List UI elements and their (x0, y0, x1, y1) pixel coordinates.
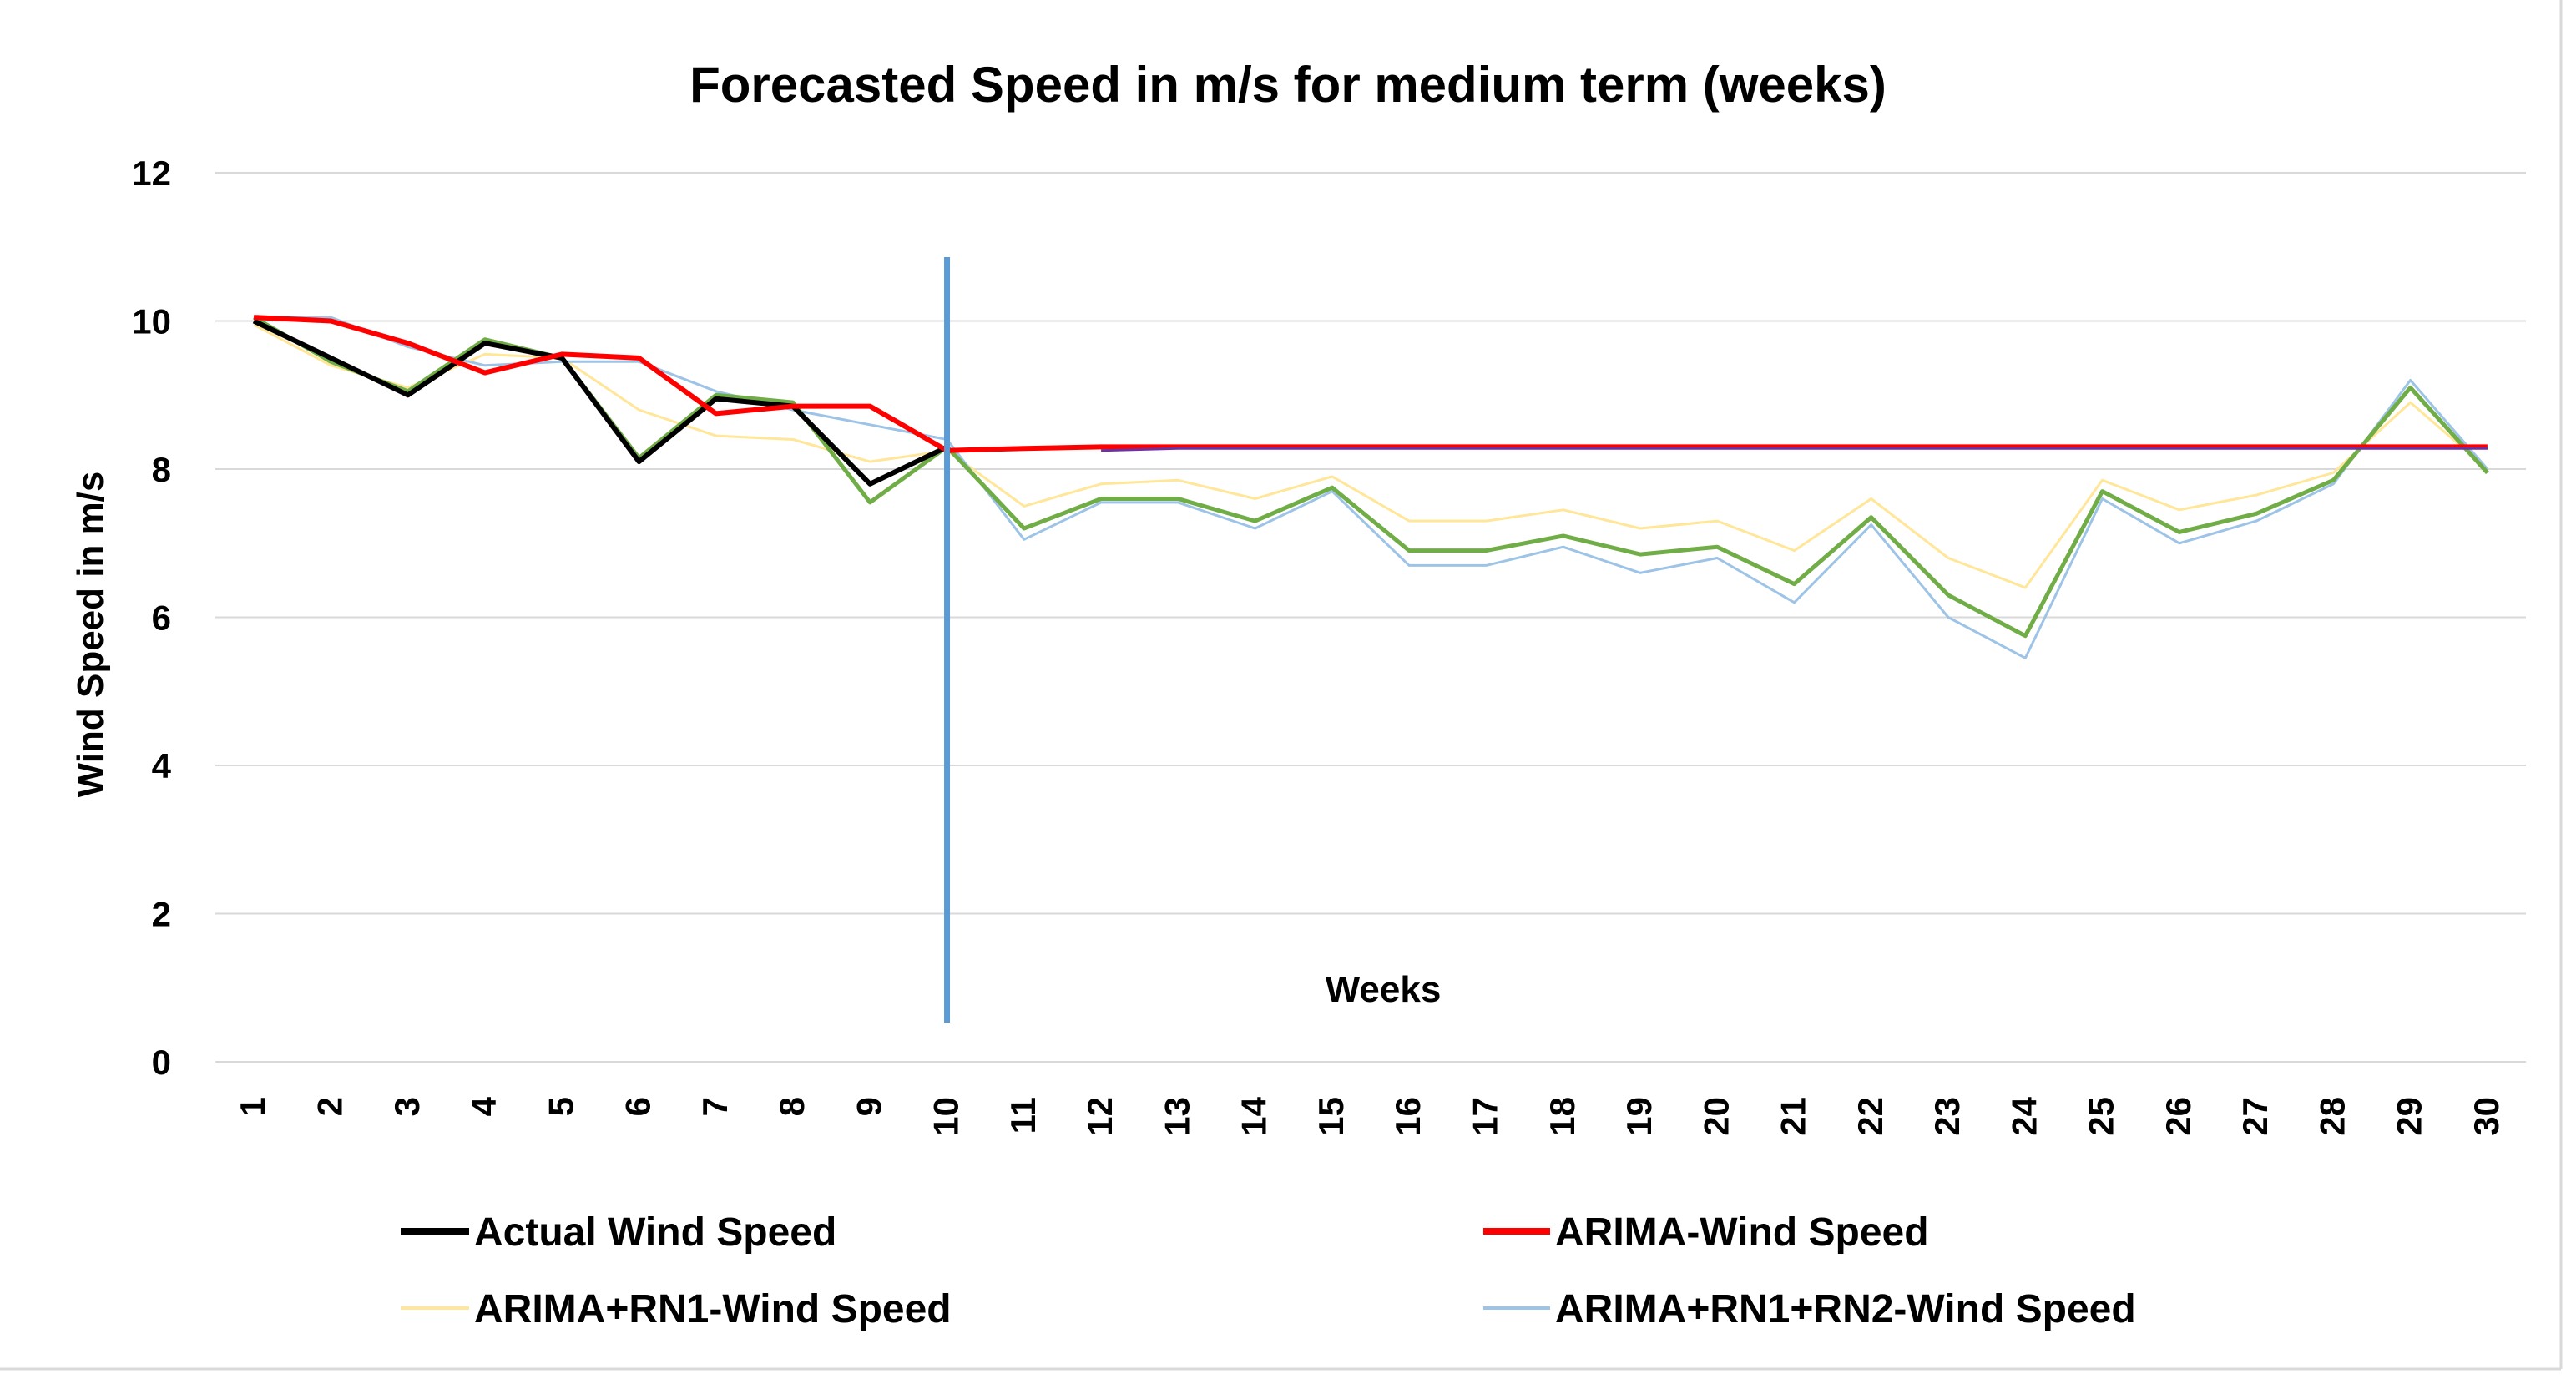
x-tick-label: 21 (1774, 1097, 1813, 1136)
x-tick-label: 18 (1543, 1097, 1582, 1136)
series-line-arima-rn1-rn2-wind-speed (254, 316, 2489, 659)
x-tick-label: 19 (1619, 1097, 1659, 1136)
x-tick-label: 7 (695, 1097, 735, 1116)
x-tick-label: 8 (772, 1097, 811, 1116)
legend-label: ARIMA+RN1-Wind Speed (474, 1287, 952, 1331)
y-axis-ticks: 0 2 4 6 8 10 12 (132, 154, 171, 1082)
y-tick-label: 10 (132, 302, 171, 341)
legend: Actual Wind Speed ARIMA-Wind Speed ARIMA+R… (401, 1210, 2136, 1331)
y-tick-label: 4 (152, 746, 172, 785)
x-axis-ticks: 1 2 3 4 5 6 7 8 9 10 11 12 13 14 15 16 17 18 19 20 21 22 23 24 2… (233, 1096, 2506, 1135)
x-tick-label: 11 (1003, 1097, 1043, 1134)
x-tick-label: 27 (2235, 1097, 2275, 1136)
x-tick-label: 3 (387, 1097, 427, 1116)
y-tick-label: 6 (152, 599, 171, 638)
chart-title: Forecasted Speed in m/s for medium term … (689, 57, 1887, 113)
x-tick-label: 15 (1311, 1097, 1351, 1136)
x-tick-label: 20 (1696, 1097, 1735, 1136)
y-tick-label: 2 (152, 895, 171, 934)
x-tick-label: 17 (1465, 1097, 1504, 1136)
y-axis-label: Wind Speed in m/s (70, 472, 111, 798)
y-tick-label: 12 (132, 154, 171, 193)
x-tick-label: 2 (310, 1097, 349, 1116)
x-tick-label: 25 (2082, 1097, 2121, 1136)
gridlines (215, 172, 2526, 1063)
x-tick-label: 29 (2390, 1097, 2429, 1136)
x-tick-label: 23 (1927, 1097, 1967, 1136)
series-lines (252, 315, 2489, 659)
series-line-purple-series (1101, 447, 2488, 452)
series-line-arima-wind-speed (253, 315, 2488, 453)
x-axis-label: Weeks (1326, 969, 1442, 1010)
x-tick-label: 1 (233, 1097, 272, 1116)
legend-label: Actual Wind Speed (474, 1210, 836, 1255)
y-tick-label: 8 (152, 450, 171, 489)
x-tick-label: 12 (1080, 1097, 1119, 1136)
x-tick-label: 10 (927, 1097, 966, 1136)
x-tick-label: 30 (2467, 1097, 2506, 1136)
x-tick-label: 6 (619, 1097, 658, 1116)
y-tick-label: 0 (152, 1043, 171, 1082)
x-tick-label: 14 (1235, 1096, 1274, 1135)
series-line-arima-rn1-wind-speed (253, 323, 2488, 589)
legend-label: ARIMA+RN1+RN2-Wind Speed (1555, 1287, 2136, 1331)
x-tick-label: 13 (1157, 1097, 1196, 1136)
series-line-actual-wind-speed (252, 318, 948, 487)
x-tick-label: 22 (1851, 1097, 1890, 1136)
x-tick-label: 28 (2312, 1097, 2351, 1136)
x-tick-label: 4 (464, 1096, 503, 1116)
x-tick-label: 24 (2004, 1096, 2043, 1135)
x-tick-label: 26 (2159, 1097, 2198, 1136)
x-tick-label: 9 (849, 1097, 888, 1116)
x-tick-label: 16 (1388, 1097, 1427, 1136)
legend-label: ARIMA-Wind Speed (1555, 1210, 1929, 1255)
x-tick-label: 5 (541, 1097, 580, 1116)
